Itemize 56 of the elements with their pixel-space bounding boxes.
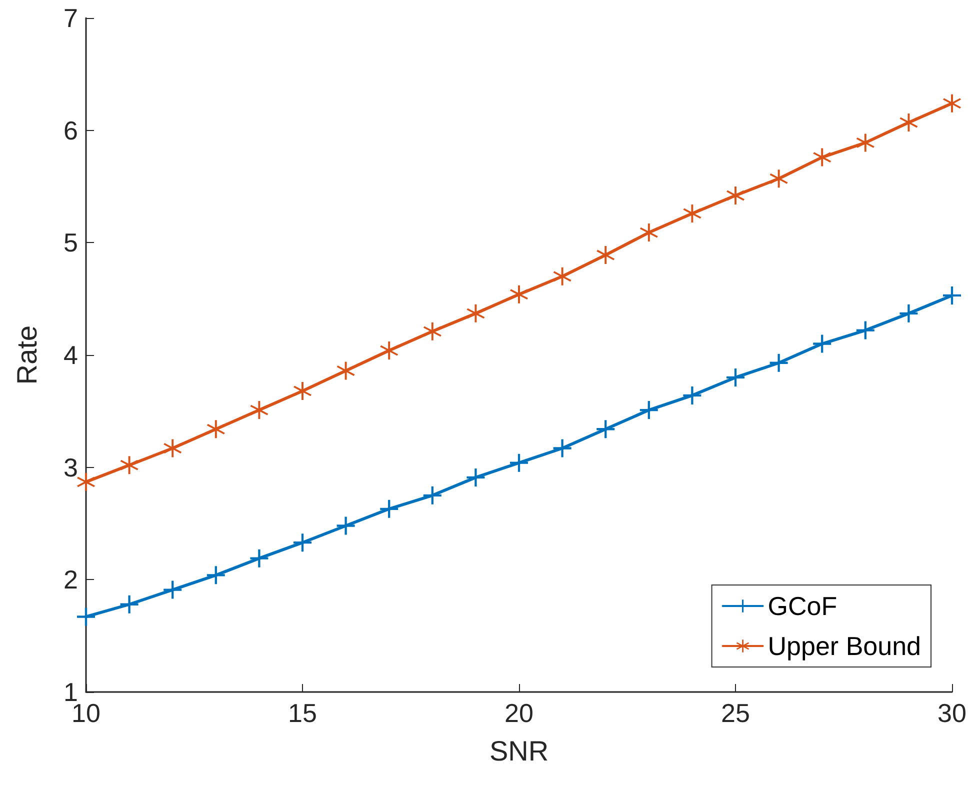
point — [250, 549, 268, 568]
legend-label: Upper Bound — [768, 631, 922, 661]
y-tick-label: 7 — [64, 3, 78, 33]
y-tick-label: 2 — [64, 564, 78, 595]
legend-label: GCoF — [768, 591, 838, 621]
y-tick-label: 4 — [64, 340, 78, 370]
point — [943, 94, 961, 112]
point — [640, 401, 658, 420]
point — [206, 420, 225, 438]
point — [250, 401, 268, 420]
point — [856, 134, 874, 152]
y-axis-title: Rate — [12, 325, 42, 385]
point — [510, 285, 528, 304]
point — [466, 304, 485, 322]
x-tick-label: 25 — [721, 698, 750, 728]
point — [813, 334, 832, 353]
point — [900, 113, 918, 132]
x-tick-label: 20 — [504, 698, 534, 728]
point — [596, 246, 615, 264]
y-tick-label: 6 — [64, 115, 78, 146]
point — [206, 566, 225, 584]
point — [120, 456, 138, 474]
point — [683, 204, 702, 222]
point — [423, 322, 442, 340]
y-tick-label: 3 — [64, 452, 78, 482]
x-tick-label: 15 — [288, 698, 317, 728]
point — [770, 354, 788, 372]
point — [336, 362, 355, 380]
point — [943, 286, 961, 304]
x-tick-label: 30 — [938, 698, 966, 728]
point — [164, 439, 182, 458]
point — [380, 500, 398, 518]
point — [336, 516, 355, 535]
point — [164, 580, 182, 599]
point — [596, 420, 615, 438]
point — [683, 386, 702, 404]
point — [856, 321, 874, 340]
point — [294, 382, 312, 400]
x-axis-title: SNR — [489, 736, 549, 766]
point — [640, 224, 658, 242]
point — [900, 304, 918, 322]
point — [770, 170, 788, 188]
point — [380, 342, 398, 360]
point — [77, 608, 95, 626]
point — [466, 468, 485, 486]
point — [726, 368, 744, 386]
point — [726, 186, 744, 204]
point — [553, 267, 572, 286]
point — [510, 454, 528, 472]
y-tick-label: 5 — [64, 228, 78, 258]
point — [120, 595, 138, 614]
point — [813, 148, 832, 166]
point — [423, 486, 442, 504]
point — [553, 439, 572, 458]
point — [294, 534, 312, 552]
point — [77, 472, 95, 491]
